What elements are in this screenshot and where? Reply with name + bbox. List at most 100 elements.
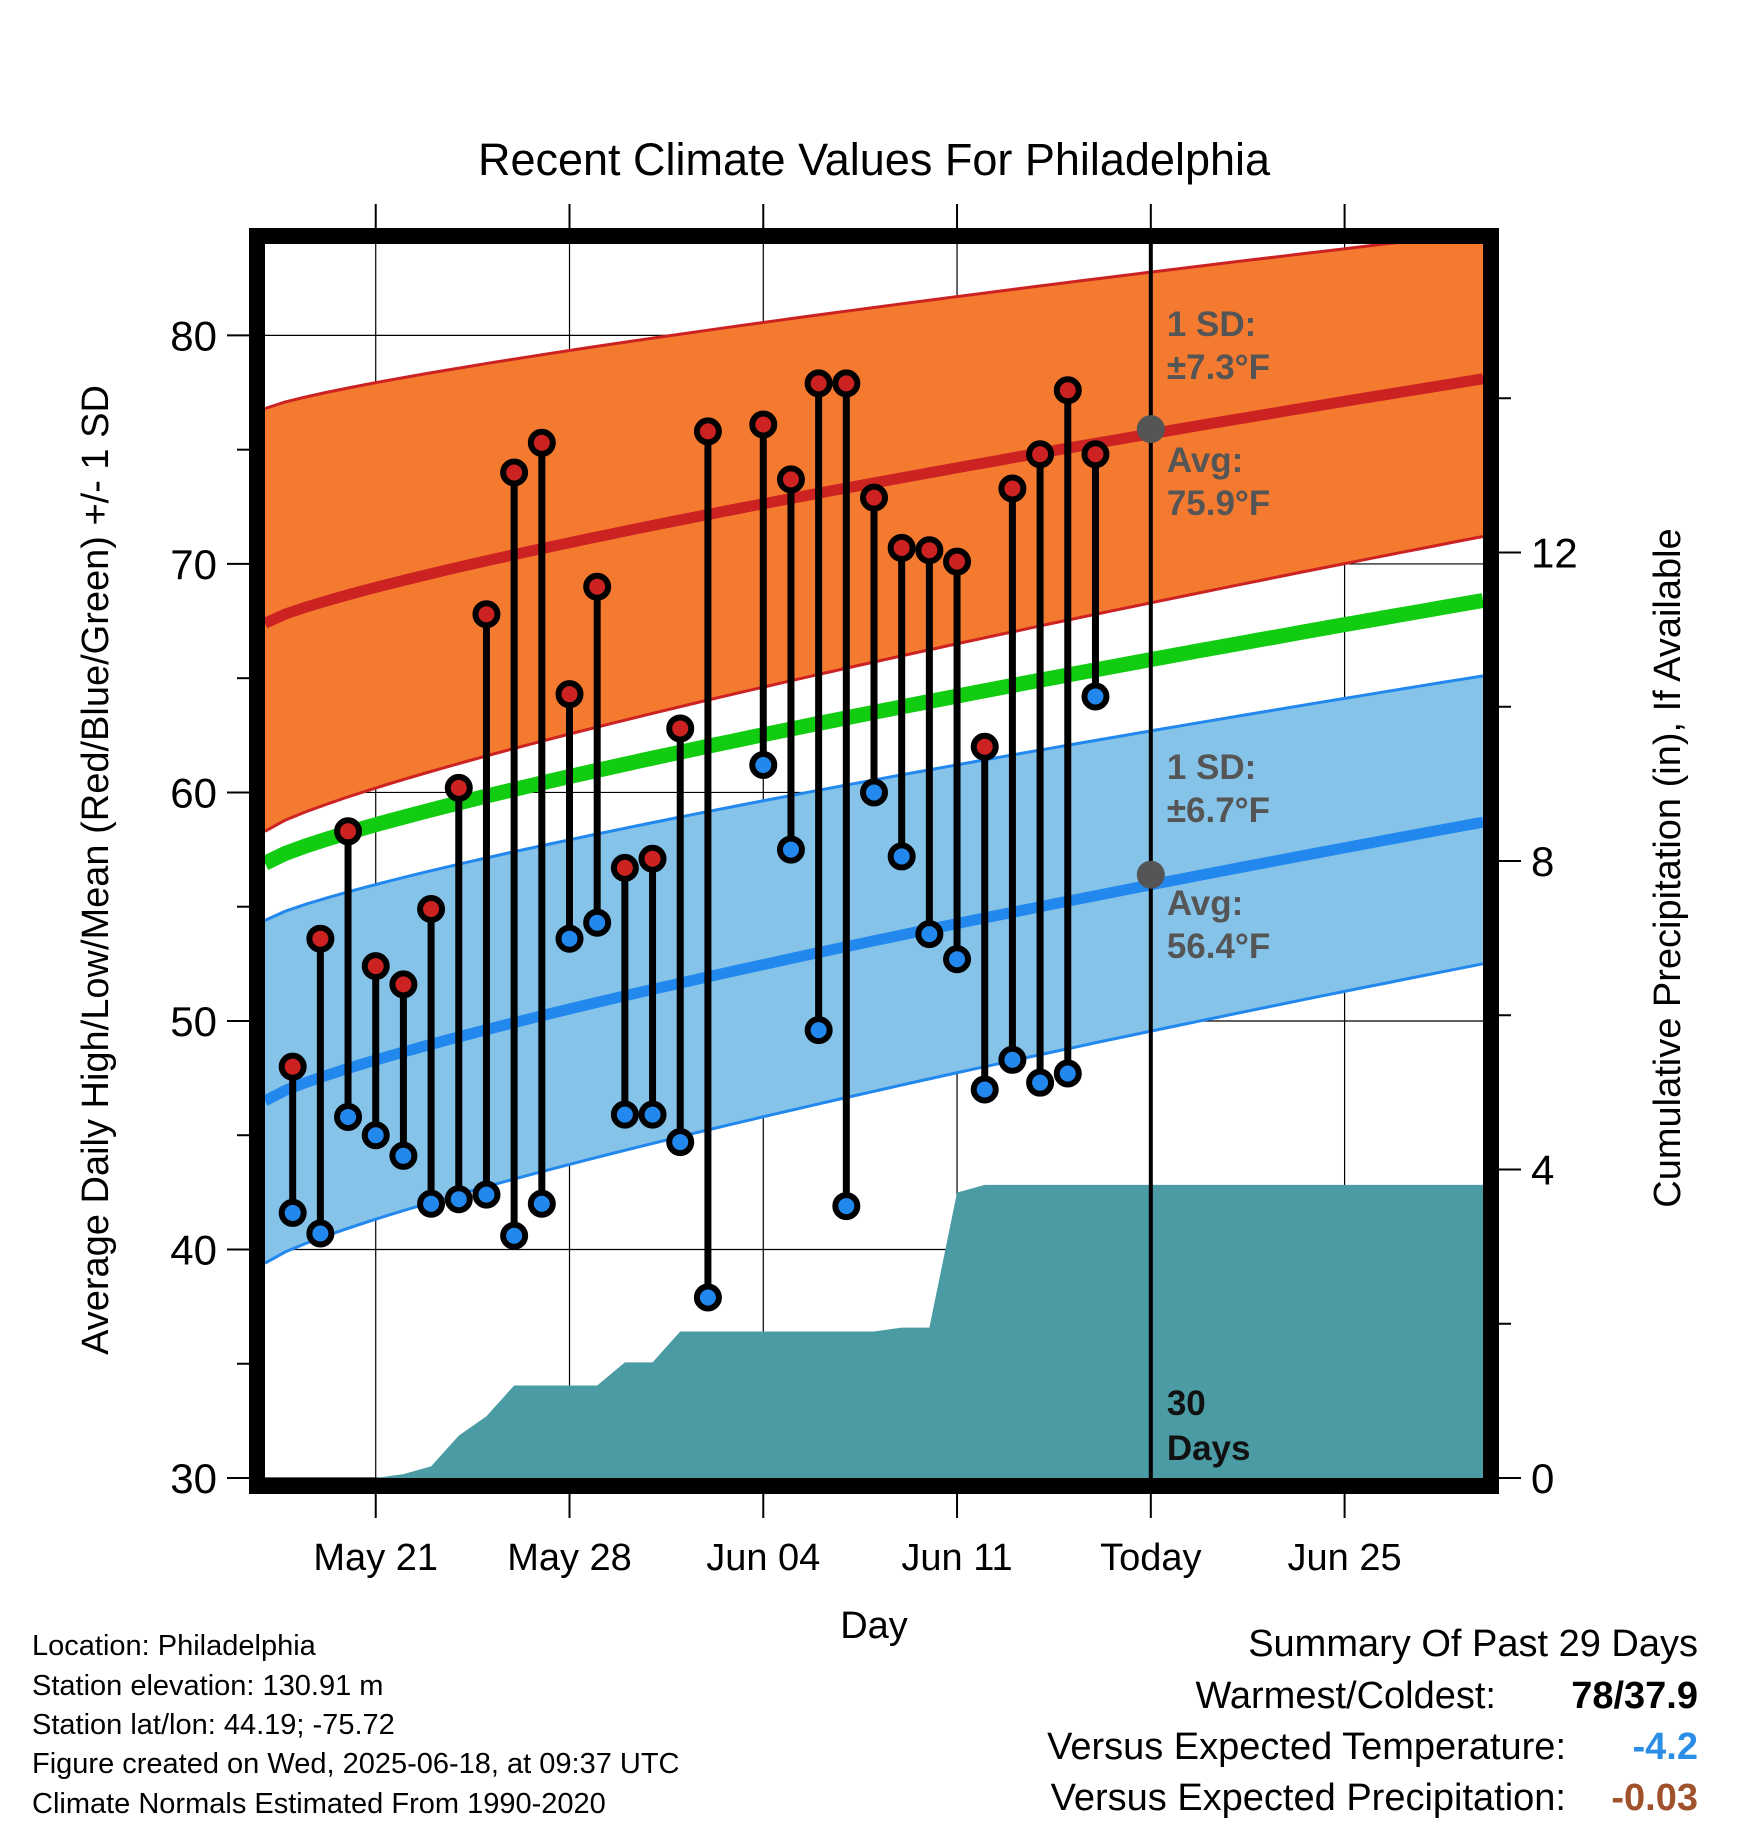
annotation-days-line1: 30 [1167, 1384, 1206, 1423]
high-point [417, 894, 446, 923]
low-point [998, 1045, 1027, 1074]
y2-tick-label: 4 [1531, 1147, 1554, 1194]
low-point [804, 1016, 833, 1045]
high-point [334, 817, 363, 846]
low-point [500, 1221, 529, 1250]
annotations: 1 SD: ±7.3°F Avg: 75.9°F 1 SD: ±6.7°F Avg: 56.4… [1136, 238, 1271, 1478]
annotation-low-sd-line1: 1 SD: [1167, 748, 1256, 787]
x-tick-label: Today [1100, 1537, 1201, 1579]
precip-label: Versus Expected Precipitation: [1050, 1777, 1566, 1819]
high-point [804, 369, 833, 398]
low-point [832, 1192, 861, 1221]
low-point [472, 1180, 501, 1209]
low-point [278, 1198, 307, 1227]
x-tick-label: May 28 [507, 1537, 632, 1579]
high-point [583, 572, 612, 601]
info-latlon: Station lat/lon: 44.19; -75.72 [32, 1709, 395, 1741]
low-point [417, 1189, 446, 1218]
plot-frame [249, 228, 1499, 1494]
y-tick-label: 40 [170, 1226, 217, 1273]
high-point [527, 428, 556, 457]
annotation-low-avg-line1: Avg: [1167, 884, 1243, 923]
x-tick-label: Jun 11 [901, 1537, 1012, 1579]
y-tick-label: 30 [170, 1455, 217, 1502]
info-created: Figure created on Wed, 2025-06-18, at 09… [32, 1748, 680, 1780]
x-tick-label: May 21 [313, 1537, 438, 1579]
low-point [860, 778, 888, 807]
low-point [776, 835, 805, 864]
y-tick-label: 50 [170, 998, 217, 1045]
info-location: Location: Philadelphia [32, 1630, 316, 1662]
high-sd-band-upper-edge [264, 231, 1484, 410]
low-point [555, 924, 584, 953]
high-avg-line [262, 373, 1484, 629]
observations [278, 369, 1110, 1312]
annotation-low-sd-line2: ±6.7°F [1167, 791, 1270, 830]
x-tick-label: Jun 04 [706, 1537, 820, 1579]
high-point [1053, 376, 1082, 405]
warmest-coldest-label: Warmest/Coldest: [1195, 1675, 1496, 1717]
low-point [943, 945, 972, 974]
low-point [527, 1189, 556, 1218]
info-elevation: Station elevation: 130.91 m [32, 1670, 384, 1702]
y2-tick-label: 0 [1531, 1455, 1554, 1502]
info-normals: Climate Normals Estimated From 1990-2020 [32, 1788, 606, 1820]
low-point [583, 908, 612, 937]
low-point [389, 1141, 418, 1170]
high-point [361, 952, 390, 981]
precip-cumulative-area [292, 1184, 1483, 1478]
high-point [500, 458, 529, 487]
y-tick-label: 80 [170, 312, 217, 359]
high-point [887, 533, 916, 562]
low-avg-line [262, 816, 1484, 1106]
temp-value: -4.2 [1632, 1726, 1698, 1768]
high-point [915, 536, 944, 565]
y-axis-label: Average Daily High/Low/Mean (Red/Blue/Gr… [75, 385, 117, 1355]
y-tick-label: 70 [170, 541, 217, 588]
high-point [306, 924, 335, 953]
annotation-high-sd-line1: 1 SD: [1167, 305, 1256, 344]
high-point [998, 474, 1027, 503]
y2-axis-label: Cumulative Precipitation (in), If Availa… [1647, 528, 1689, 1207]
axes: 30 40 50 60 70 80 0 4 8 12 May 21 May 28 Jun 04 Jun 1… [170, 204, 1578, 1579]
x-tick-label: Jun 25 [1288, 1537, 1402, 1579]
low-point [444, 1185, 473, 1214]
high-point [444, 773, 473, 802]
summary-title: Summary Of Past 29 Days [1248, 1623, 1698, 1665]
high-point [666, 714, 695, 743]
low-point [361, 1121, 390, 1150]
annotation-low-avg-line2: 56.4°F [1167, 927, 1271, 966]
high-point [693, 417, 722, 446]
temp-label: Versus Expected Temperature: [1047, 1726, 1566, 1768]
low-sd-band [265, 675, 1483, 1264]
high-point [860, 483, 888, 512]
warmest-coldest-value: 78/37.9 [1571, 1675, 1698, 1717]
high-point [970, 732, 999, 761]
low-point [638, 1100, 667, 1129]
y2-tick-label: 8 [1531, 838, 1554, 885]
annotation-days-line2: Days [1167, 1429, 1251, 1468]
high-point [776, 465, 805, 494]
high-point [943, 547, 972, 576]
high-point [472, 600, 501, 629]
annotation-high-avg-line2: 75.9°F [1167, 484, 1271, 523]
y2-tick-label: 12 [1531, 530, 1578, 577]
low-point [1081, 682, 1110, 711]
x-axis-label: Day [840, 1605, 908, 1647]
low-point [334, 1102, 363, 1131]
low-point [1053, 1059, 1082, 1088]
high-point [389, 970, 418, 999]
today-low-avg-marker [1136, 860, 1165, 889]
high-point [278, 1052, 307, 1081]
today-high-avg-marker [1136, 415, 1165, 444]
high-point [555, 680, 584, 709]
y-tick-label: 60 [170, 769, 217, 816]
low-point [970, 1075, 999, 1104]
low-point [749, 751, 778, 780]
low-point [915, 920, 944, 949]
precip-value: -0.03 [1611, 1777, 1698, 1819]
high-point [638, 844, 667, 873]
annotation-high-sd-line2: ±7.3°F [1167, 348, 1270, 387]
precipitation-area [292, 1184, 1483, 1478]
high-point [1026, 440, 1055, 469]
